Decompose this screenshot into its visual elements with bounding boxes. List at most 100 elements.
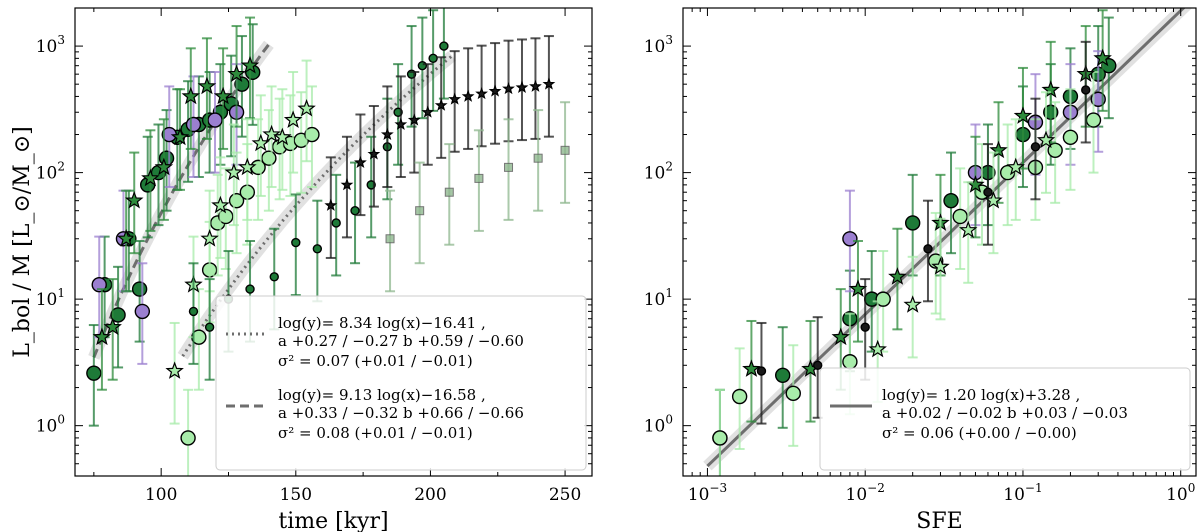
data-point-circle — [875, 291, 891, 307]
data-point-star — [125, 190, 144, 209]
y-tick-label: 103 — [644, 33, 673, 57]
y-tick-label: 102 — [644, 160, 673, 184]
legend-sigma-label: σ² = 0.07 (+0.01 / −0.01) — [278, 352, 473, 370]
data-point-star — [92, 327, 112, 346]
y-tick-exponent: 3 — [57, 33, 65, 47]
data-point-star — [888, 267, 907, 285]
data-point-star — [211, 195, 230, 214]
data-point-star — [380, 127, 394, 140]
legend: log(y)= 1.20 log(x)+3.28 ,a +0.02 / −0.0… — [819, 367, 1191, 471]
data-point-star — [868, 339, 887, 358]
data-point-star — [273, 127, 292, 146]
data-point-circle — [983, 187, 993, 197]
data-point-star — [421, 105, 435, 118]
data-point-circle — [269, 272, 279, 282]
x-tick-label: 200 — [414, 485, 446, 505]
data-point-circle — [350, 205, 360, 216]
legend-fit-label: log(y)= 1.20 log(x)+3.28 , — [882, 386, 1080, 404]
y-tick-exponent: 2 — [57, 160, 65, 174]
data-point-star — [324, 198, 338, 211]
data-point-circle — [110, 307, 126, 323]
data-point-star — [931, 257, 950, 275]
data-point-star — [1013, 106, 1033, 124]
data-point-star — [434, 98, 448, 111]
data-point-circle — [291, 237, 301, 248]
data-point-square — [444, 187, 454, 197]
data-point-circle — [904, 215, 921, 231]
y-tick-exponent: 0 — [665, 413, 673, 427]
y-axis-label: L_bol / M [L_⊙/M_⊙] — [10, 126, 35, 357]
data-point-star — [1036, 130, 1056, 149]
data-point-circle — [952, 208, 968, 225]
series-light-stars — [868, 91, 1056, 403]
y-tick-label: 101 — [644, 286, 673, 310]
series-late-light-stars — [165, 59, 316, 425]
series-late-small-stars — [324, 35, 556, 259]
data-point-circle — [712, 430, 728, 446]
data-point-star — [394, 117, 408, 130]
series-early-stars — [92, 16, 260, 391]
x-tick-exponent: −2 — [867, 481, 885, 495]
legend-fit-label: log(y)= 9.13 log(x)−16.58 , — [278, 386, 486, 404]
data-point-square — [504, 162, 514, 172]
data-point-star — [848, 279, 868, 297]
x-tick-label: 10−2 — [846, 481, 885, 505]
data-point-star — [1041, 80, 1060, 98]
data-point-star — [989, 140, 1008, 159]
data-point-star — [283, 110, 303, 128]
data-point-star — [475, 87, 488, 100]
data-point-circle — [1085, 112, 1102, 128]
data-point-circle — [204, 322, 215, 332]
x-tick-label: 100 — [145, 485, 177, 505]
data-point-star — [367, 147, 381, 160]
data-point-star — [542, 77, 556, 90]
x-tick-exponent: −3 — [709, 481, 727, 495]
data-point-star — [297, 98, 316, 117]
data-point-circle — [775, 367, 791, 384]
data-point-circle — [234, 76, 250, 92]
legend-box — [819, 367, 1191, 471]
data-point-circle — [331, 218, 341, 228]
data-point-square — [474, 173, 484, 183]
data-point-circle — [312, 244, 323, 254]
data-point-star — [529, 79, 542, 92]
y-tick-label: 100 — [36, 413, 65, 437]
x-axis-label: time [kyr] — [278, 509, 388, 532]
data-point-star — [903, 295, 922, 313]
data-point-star — [340, 178, 354, 191]
data-point-star — [1006, 157, 1025, 176]
x-tick-label: 10−1 — [1003, 481, 1042, 505]
series-late-grey-squares — [385, 101, 571, 293]
data-point-circle — [1030, 142, 1041, 152]
data-point-circle — [417, 60, 428, 71]
data-point-star — [1093, 48, 1112, 67]
legend-fit-errors: a +0.33 / −0.32 b +0.66 / −0.66 — [278, 404, 524, 422]
data-point-circle — [180, 430, 196, 446]
data-point-star — [959, 220, 978, 239]
data-point-star — [831, 327, 851, 346]
data-point-star — [224, 162, 244, 181]
data-point-star — [200, 229, 219, 247]
axes-frame — [74, 7, 593, 477]
data-point-star — [238, 157, 257, 176]
y-tick-exponent: 1 — [665, 286, 673, 300]
legend-fit-errors: a +0.27 / −0.27 b +0.59 / −0.60 — [278, 332, 524, 350]
data-point-star — [227, 64, 246, 83]
plot-area — [703, 8, 1193, 476]
data-point-circle — [158, 150, 175, 166]
data-point-circle — [134, 303, 151, 320]
data-point-circle — [842, 231, 858, 247]
data-point-square — [560, 145, 570, 155]
data-point-circle — [842, 354, 858, 370]
x-tick-exponent: 0 — [1188, 481, 1196, 495]
data-point-circle — [756, 366, 767, 376]
legend-fit-errors: a +0.02 / −0.02 b +0.03 / −0.03 — [882, 404, 1128, 422]
data-point-star — [448, 92, 462, 105]
series-small-dark — [756, 40, 1091, 425]
data-point-circle — [86, 365, 102, 381]
legend: log(y)= 8.34 log(x)−16.41 ,a +0.27 / −0.… — [215, 295, 587, 471]
data-point-star — [154, 157, 174, 176]
